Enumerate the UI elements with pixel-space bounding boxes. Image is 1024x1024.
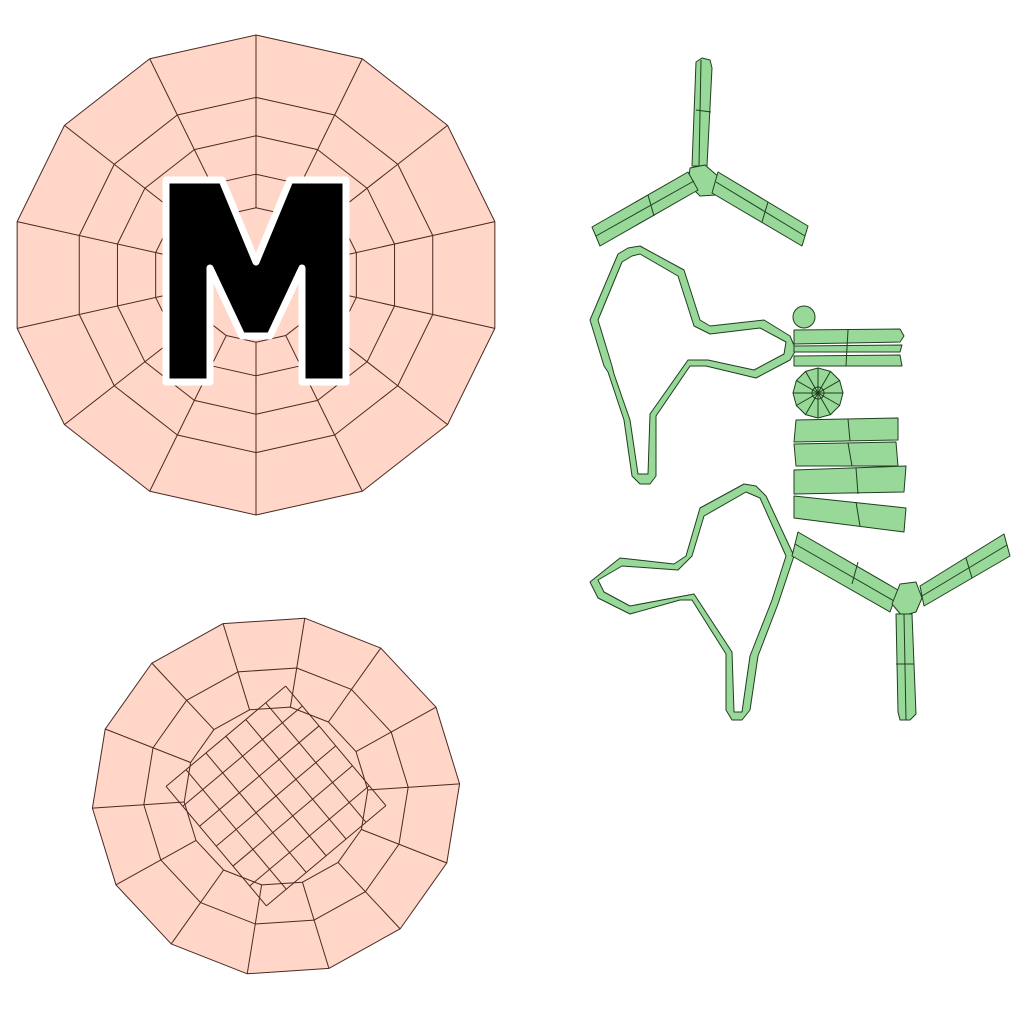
logo-letter-shape — [162, 176, 350, 386]
disc-spoke — [105, 728, 191, 763]
grid-line — [266, 805, 387, 907]
uv-shell-strips-lower[interactable] — [793, 417, 907, 533]
disc-spoke — [115, 839, 197, 886]
disc-spoke — [289, 618, 306, 708]
disc-spoke — [222, 623, 251, 710]
uv-shell-small-circle[interactable] — [792, 305, 816, 329]
logo-watermark — [162, 176, 350, 386]
fan-spoke — [796, 380, 819, 394]
uv-shell-strips-upper[interactable] — [793, 328, 905, 367]
fan-spoke — [817, 380, 840, 394]
uv-shell-loop-top[interactable] — [589, 245, 797, 485]
uv-shell-tripod-bottom[interactable] — [791, 531, 1011, 721]
uv-island-green-shells[interactable] — [589, 57, 1011, 721]
disc-spoke — [17, 221, 190, 261]
disc-spoke — [337, 862, 401, 930]
disc-spoke — [246, 884, 263, 974]
disc-spoke — [322, 289, 495, 329]
fan-spoke — [817, 371, 831, 394]
disc-spoke — [17, 289, 190, 329]
fan-spoke — [805, 371, 819, 394]
grid-line — [265, 702, 367, 823]
grid-line — [285, 685, 387, 806]
fan-spoke — [796, 392, 819, 406]
uv-shell-loop-bottom[interactable] — [589, 483, 795, 721]
disc-spoke — [355, 706, 437, 753]
disc-spoke — [170, 869, 225, 945]
fan-spoke — [817, 392, 840, 406]
uv-island-bottom-disc[interactable] — [91, 617, 461, 975]
disc-spoke — [92, 801, 185, 809]
disc-spoke — [361, 829, 447, 864]
fan-hub — [811, 386, 825, 400]
disc-spoke — [327, 647, 382, 723]
disc-spoke — [151, 662, 215, 730]
disc-spoke — [301, 882, 330, 969]
fan-spoke — [805, 392, 819, 415]
uv-shell-tripod-top[interactable] — [591, 57, 809, 247]
disc-spoke — [322, 221, 495, 261]
disc-spoke — [367, 783, 460, 791]
fan-spoke — [817, 392, 831, 415]
uv-shell-fan-disc[interactable] — [792, 367, 844, 419]
